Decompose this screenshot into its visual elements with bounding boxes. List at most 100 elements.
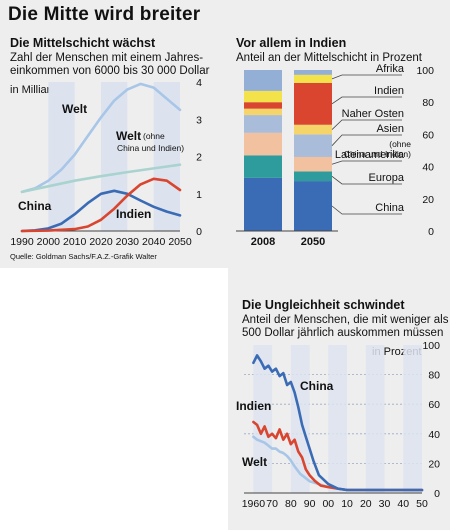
chart3-label-china: China: [300, 379, 334, 393]
chart3-x-tick-20: 20: [360, 498, 372, 510]
chart1-x-tick-2020: 2020: [89, 236, 113, 248]
chart2-bar-2008-segment-3: [244, 115, 282, 133]
chart2-leader-5: [331, 96, 402, 105]
chart1-label-indien: Indien: [116, 207, 151, 221]
chart1-line-welt: [20, 82, 182, 194]
chart1-subtitle-line1: Zahl der Menschen mit einem Jahres-: [10, 52, 204, 64]
chart1-x-tick-2000: 2000: [37, 236, 61, 248]
chart1-line-welt-ohne: [20, 163, 182, 194]
chart2-y-tick-60: 60: [422, 129, 434, 141]
chart3-subtitle-line2: 500 Dollar jährlich auskommen müssen: [242, 327, 444, 339]
chart2-bar-2008-segment-0: [244, 177, 282, 231]
top-panel: [0, 0, 450, 268]
chart2-bar-2008-segment-2: [244, 132, 282, 156]
chart3-x-tick-40: 40: [397, 498, 409, 510]
chart2-y-tick-100: 100: [416, 65, 434, 77]
chart2-legend-4: Naher Osten: [342, 108, 404, 120]
chart3-x-tick-90: 90: [304, 498, 316, 510]
chart2-bar-2008-segment-7: [244, 70, 282, 91]
chart3-x-tick-70: 70: [266, 498, 278, 510]
chart1-y-tick-2: 2: [196, 152, 202, 164]
chart1-band-0: [48, 82, 75, 231]
chart1-x-tick-2050: 2050: [168, 236, 192, 248]
chart1-line-china: [20, 189, 182, 233]
chart3-y-tick-100: 100: [422, 340, 440, 352]
chart2-legend-2: Lateinamerika: [335, 149, 405, 161]
chart3-x-tick-50: 50: [416, 498, 428, 510]
chart3-title: Die Ungleichheit schwindet: [242, 298, 405, 312]
chart2-leader-1: [331, 175, 402, 185]
chart1-label-welt-ohne-note-2: China und Indien): [117, 143, 184, 153]
chart2-legend-0: China: [375, 202, 405, 214]
chart1-y-tick-0: 0: [196, 226, 202, 238]
chart2-leader-6: [331, 74, 402, 80]
chart2-legend-asien-note-2: China und Indien): [344, 149, 411, 159]
chart1-y-tick-4: 4: [196, 77, 202, 89]
chart2-legend-5: Indien: [374, 85, 404, 97]
chart3-x-tick-80: 80: [285, 498, 297, 510]
chart2-leader-2: [331, 160, 402, 165]
chart2-legend-asien-note-1: (ohne: [389, 139, 411, 149]
chart2-bar-2050-segment-6: [294, 74, 332, 83]
chart2-category-2008: 2008: [251, 236, 275, 248]
chart2-bar-2050-segment-2: [294, 156, 332, 172]
chart3-x-tick-1960: 1960: [242, 498, 266, 510]
chart2-bar-2050-segment-3: [294, 134, 332, 157]
chart3-y-tick-40: 40: [428, 429, 440, 441]
chart3-subtitle-line1: Anteil der Menschen, die mit weniger als: [242, 314, 449, 326]
chart2-bar-2008-segment-4: [244, 108, 282, 116]
chart1-x-tick-2030: 2030: [116, 236, 140, 248]
chart2-legend-3: Asien: [376, 123, 404, 135]
chart1-y-tick-1: 1: [196, 189, 202, 201]
chart2-leader-3: [331, 134, 402, 146]
chart1-x-tick-1990: 1990: [10, 236, 34, 248]
chart2-y-tick-20: 20: [422, 194, 434, 206]
chart1-title: Die Mittelschicht wächst: [10, 36, 156, 50]
chart3-y-tick-0: 0: [434, 488, 440, 500]
chart3-label-indien: Indien: [236, 399, 271, 413]
chart1-source: Quelle: Goldman Sachs/F.A.Z.-Grafik Walt…: [10, 252, 157, 261]
chart2-title: Vor allem in Indien: [236, 36, 347, 50]
chart3-band-2: [328, 345, 348, 493]
chart2-bar-2050-segment-7: [294, 70, 332, 75]
page-title: Die Mitte wird breiter: [8, 4, 201, 25]
chart2-bar-2050-segment-0: [294, 181, 332, 231]
chart3-x-tick-10: 10: [341, 498, 353, 510]
chart2-legend-6: Afrika: [376, 63, 405, 75]
chart1-x-tick-2040: 2040: [142, 236, 166, 248]
chart1-subtitle-line2: einkommen von 6000 bis 30 000 Dollar: [10, 65, 210, 77]
chart2-y-tick-40: 40: [422, 162, 434, 174]
chart3-band-0: [253, 345, 273, 493]
chart3-band-4: [403, 345, 422, 493]
chart3-x-tick-30: 30: [379, 498, 391, 510]
chart1-x-tick-2010: 2010: [63, 236, 87, 248]
chart2-subtitle: Anteil an der Mittelschicht in Prozent: [236, 52, 423, 64]
chart1-band-1: [101, 82, 128, 231]
chart3-band-3: [365, 345, 385, 493]
chart2-y-tick-80: 80: [422, 97, 434, 109]
chart1-label-welt: Welt: [62, 102, 87, 116]
chart2-legend-1: Europa: [369, 172, 405, 184]
chart1-label-china: China: [18, 199, 52, 213]
chart3-line-china: [252, 354, 424, 492]
chart1-y-tick-3: 3: [196, 114, 202, 126]
chart3-y-tick-20: 20: [428, 458, 440, 470]
chart2-bar-2050-segment-4: [294, 124, 332, 135]
chart2-category-2050: 2050: [301, 236, 325, 248]
chart1-label-welt-ohne-note-1: (ohne: [143, 131, 165, 141]
chart2-y-tick-0: 0: [428, 226, 434, 238]
chart3-line-indien: [252, 420, 424, 492]
chart3-x-tick-00: 00: [322, 498, 334, 510]
chart3-y-tick-80: 80: [428, 370, 440, 382]
chart2-leader-0: [331, 205, 402, 215]
chart2-leader-4: [331, 119, 402, 130]
chart3-y-tick-60: 60: [428, 399, 440, 411]
chart1-label-welt-ohne: Welt: [116, 129, 141, 143]
chart2-bar-2008-segment-6: [244, 90, 282, 103]
chart3-label-welt: Welt: [242, 455, 267, 469]
chart2-bar-2050-segment-1: [294, 171, 332, 182]
chart2-bar-2008-segment-1: [244, 155, 282, 178]
chart2-bar-2050-segment-5: [294, 82, 332, 125]
chart2-bar-2008-segment-5: [244, 102, 282, 109]
